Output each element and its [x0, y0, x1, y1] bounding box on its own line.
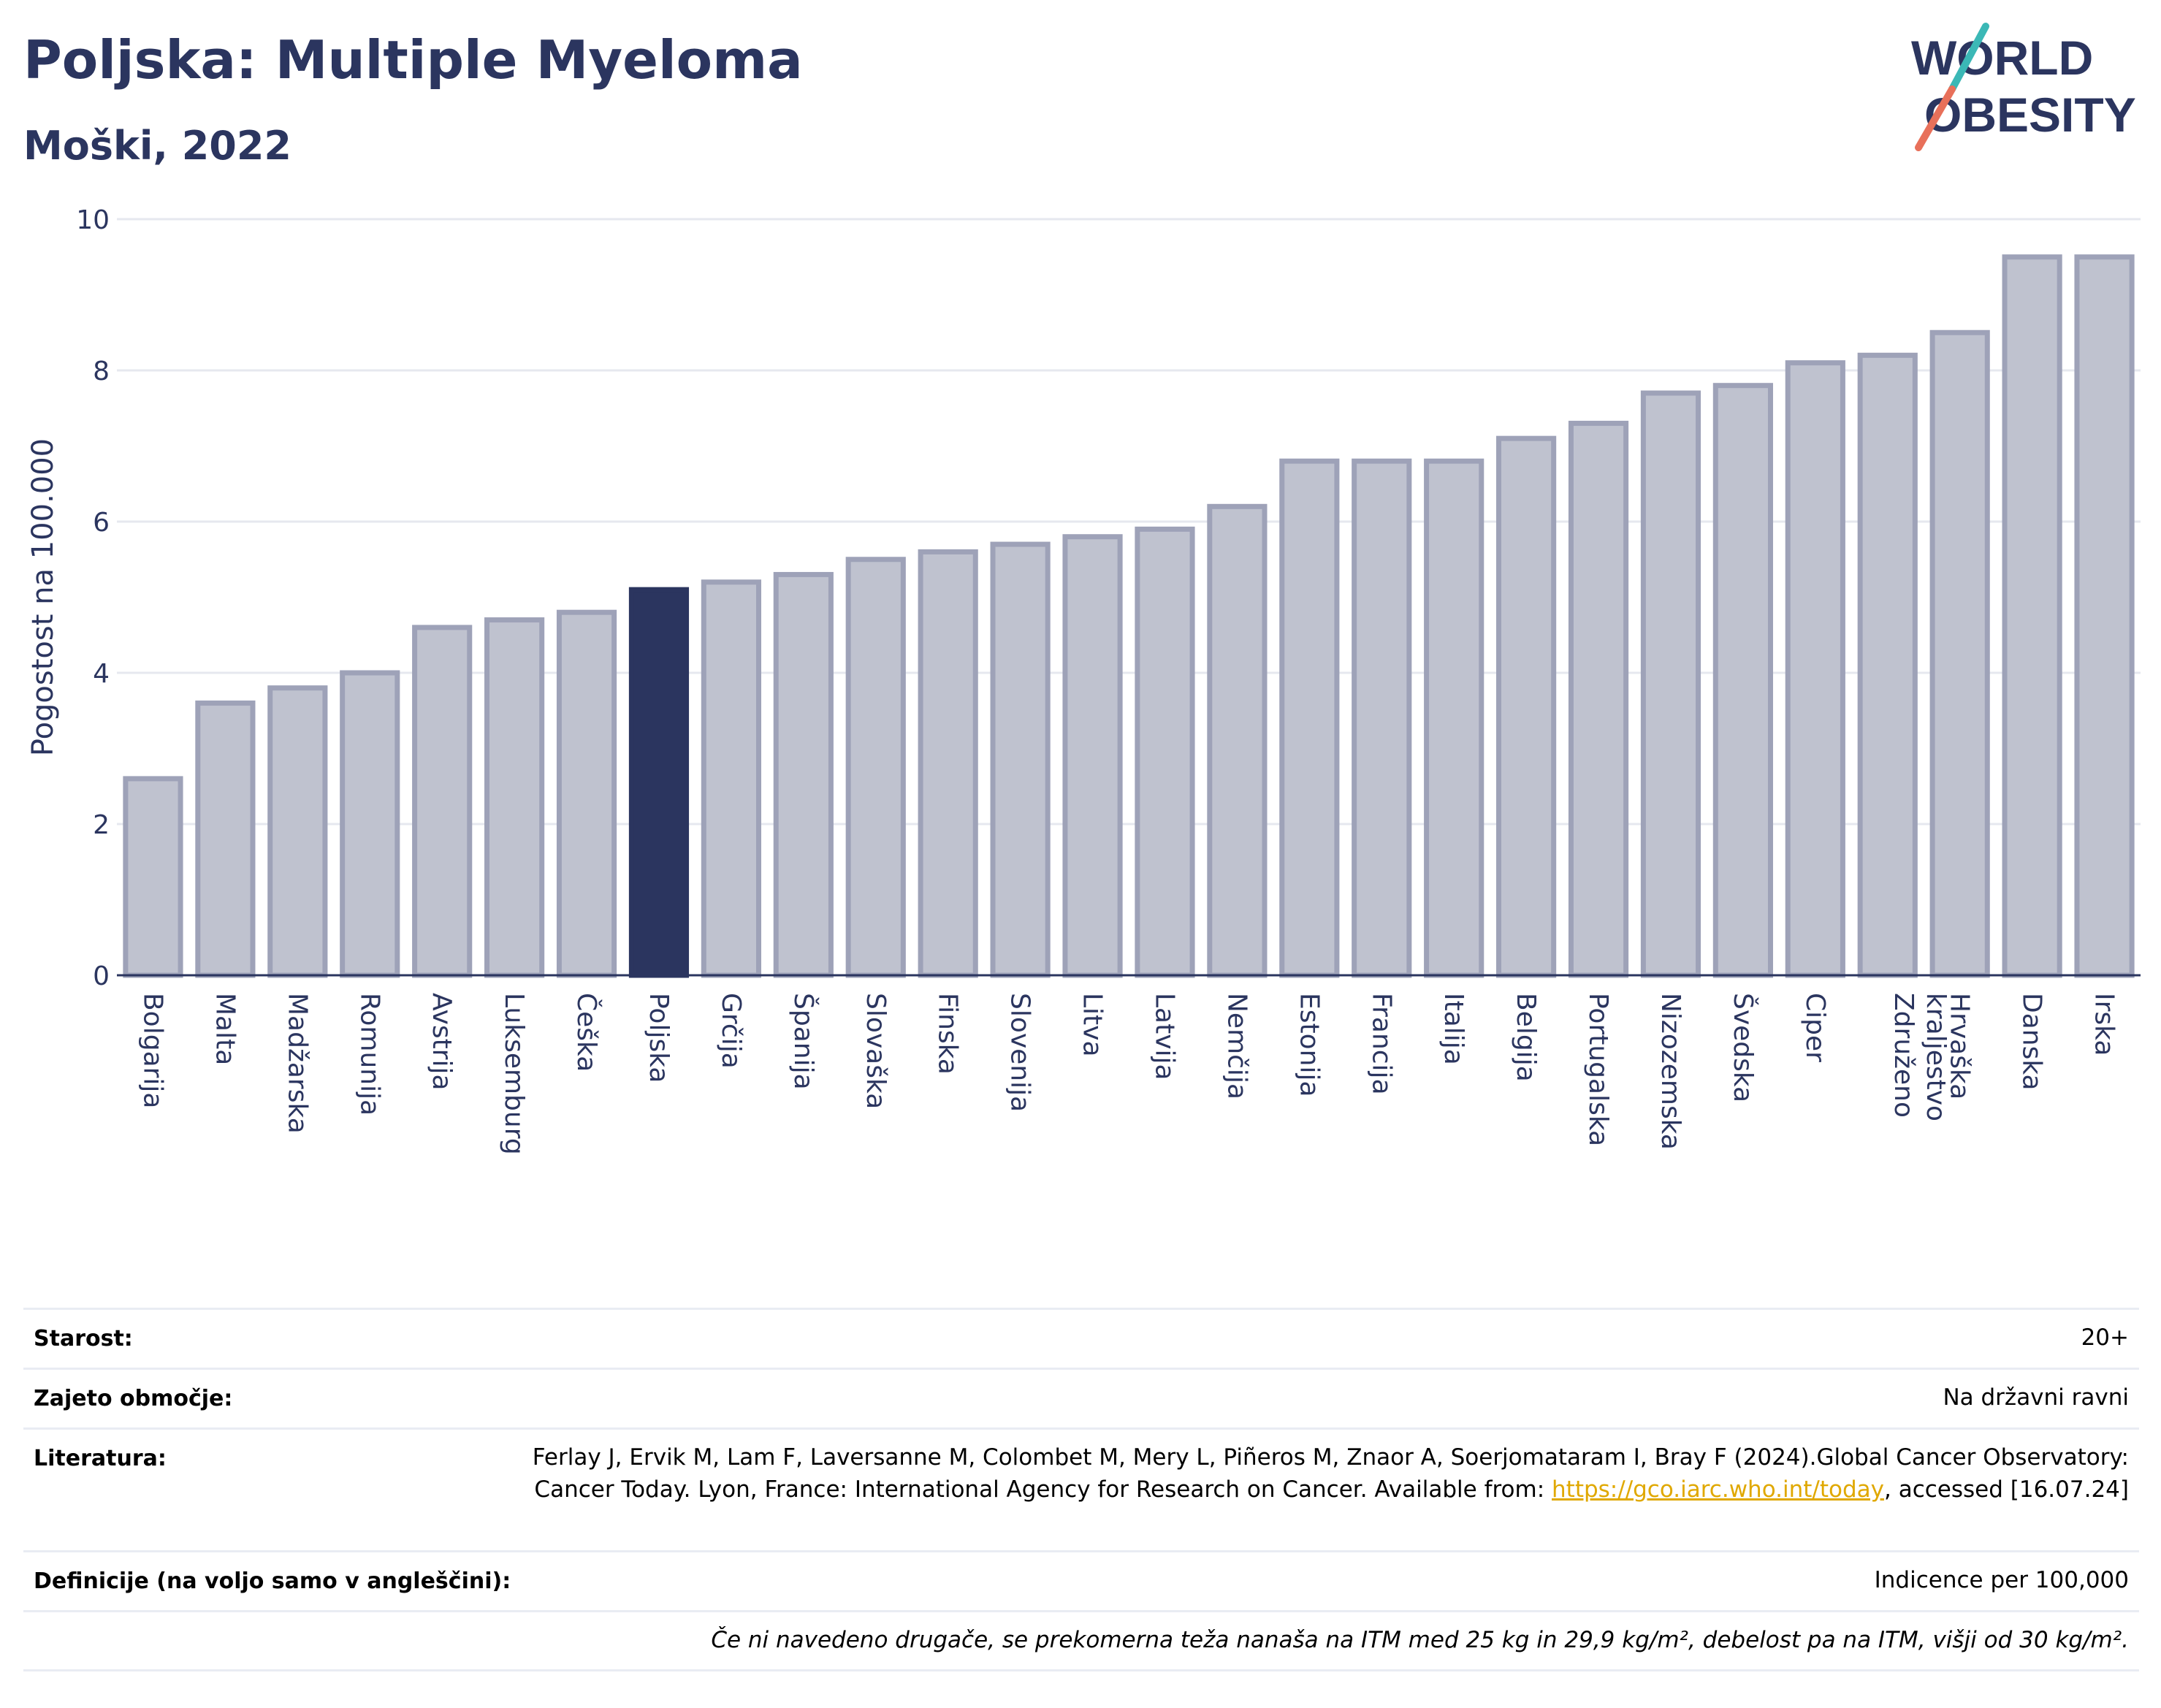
bar-nemčija[interactable]	[1207, 503, 1268, 978]
footnote: Če ni navedeno drugače, se prekomerna te…	[711, 1627, 2129, 1653]
x-tick-label: Španija	[788, 993, 819, 1090]
x-tick-label: Danska	[2017, 993, 2047, 1091]
metadata-table: Starost: 20+ Zajeto območje: Na državni …	[23, 1308, 2139, 1671]
coverage-value: Na državni ravni	[1943, 1384, 2129, 1411]
bars	[123, 254, 2135, 978]
bar-bolgarija[interactable]	[123, 776, 183, 978]
bar-švedska[interactable]	[1712, 383, 1773, 978]
x-tick-label: Italija	[1438, 993, 1468, 1065]
bar-romunija[interactable]	[340, 670, 400, 978]
bar-poljska[interactable]	[628, 587, 690, 978]
y-tick-label: 0	[93, 961, 110, 991]
bar-grčija[interactable]	[701, 579, 761, 978]
y-tick-label: 10	[76, 205, 110, 235]
y-axis-label: Pogostost na 100.000	[26, 438, 60, 756]
x-tick-label: Grčija	[716, 993, 746, 1069]
x-tick-label: Hrvaška	[1945, 993, 1975, 1099]
x-tick-label: Belgija	[1511, 993, 1541, 1082]
reference-value: Ferlay J, Ervik M, Lam F, Laversanne M, …	[522, 1441, 2129, 1506]
bar-španija[interactable]	[773, 571, 834, 978]
x-tick-label: Francija	[1366, 993, 1396, 1095]
reference-suffix: , accessed [16.07.24]	[1883, 1476, 2129, 1503]
definitions-label: Definicije (na voljo samo v angleščini):	[34, 1568, 511, 1594]
reference-label: Literatura:	[34, 1446, 167, 1471]
x-tick-label: Avstrija	[427, 993, 457, 1091]
bar-estonija[interactable]	[1279, 458, 1340, 978]
x-tick-label: Irska	[2089, 993, 2119, 1056]
reference-link[interactable]: https://gco.iarc.who.int/today	[1552, 1476, 1884, 1503]
bar-madžarska[interactable]	[267, 685, 328, 978]
x-tick-label: Latvija	[1149, 993, 1179, 1080]
logo-line1: WORLD	[1911, 31, 2093, 85]
x-tick-label: Portugalska	[1583, 993, 1613, 1146]
y-tick-label: 6	[93, 508, 110, 538]
x-tick-label: Združenokraljestvo	[1889, 993, 1951, 1121]
bar-danska[interactable]	[2002, 254, 2062, 978]
bar-avstrija[interactable]	[412, 625, 473, 978]
x-tick-label: Bolgarija	[137, 993, 167, 1109]
bar-malta[interactable]	[195, 700, 256, 978]
bar-litva[interactable]	[1062, 534, 1123, 978]
page-subtitle: Moški, 2022	[23, 123, 292, 169]
y-tick-labels: 0 2 4 6 8 10	[76, 205, 110, 991]
x-tick-labels: Bolgarija Malta Madžarska Romunija Avstrija L…	[137, 993, 2119, 1155]
bar-belgija[interactable]	[1496, 435, 1557, 978]
x-tick-label: Ciper	[1800, 993, 1830, 1062]
age-value: 20+	[2081, 1324, 2129, 1351]
logo-slash-coral	[1915, 85, 1956, 151]
x-tick-label: Nizozemska	[1655, 993, 1685, 1150]
x-tick-label: Nemčija	[1221, 993, 1251, 1099]
x-tick-label: Madžarska	[282, 993, 312, 1134]
bar-hrvaška[interactable]	[1929, 329, 1990, 978]
x-tick-label: Litva	[1078, 993, 1108, 1057]
x-tick-label: Slovaška	[861, 993, 891, 1109]
bar-italija[interactable]	[1424, 458, 1485, 978]
bar-luksemburg[interactable]	[484, 617, 545, 978]
meta-row-footnote: Če ni navedeno drugače, se prekomerna te…	[23, 1610, 2139, 1671]
bar-irska[interactable]	[2074, 254, 2135, 978]
bar-portugalska[interactable]	[1568, 420, 1629, 978]
coverage-label: Zajeto območje:	[34, 1386, 233, 1411]
reference-text: Ferlay J, Ervik M, Lam F, Laversanne M, …	[532, 1444, 2129, 1503]
meta-row-reference: Literatura: Ferlay J, Ervik M, Lam F, La…	[23, 1427, 2139, 1550]
age-label: Starost:	[34, 1326, 133, 1351]
y-tick-label: 2	[93, 810, 110, 840]
x-tick-label: Poljska	[644, 993, 674, 1083]
x-tick-label: Luksemburg	[499, 993, 529, 1155]
x-tick-label: Estonija	[1294, 993, 1324, 1097]
bar-finska[interactable]	[918, 549, 978, 978]
x-tick-label: Češka	[571, 993, 602, 1072]
x-tick-label: Slovenija	[1005, 993, 1035, 1112]
bar-slovenija[interactable]	[990, 541, 1051, 978]
x-tick-label: Romunija	[354, 993, 384, 1116]
bar-češka[interactable]	[556, 609, 617, 978]
meta-row-definitions: Definicije (na voljo samo v angleščini):…	[23, 1550, 2139, 1610]
bar-slovaška[interactable]	[845, 557, 906, 978]
meta-row-coverage: Zajeto območje: Na državni ravni	[23, 1368, 2139, 1427]
x-tick-label: Finska	[933, 993, 963, 1075]
definitions-value: Indicence per 100,000	[1874, 1567, 2129, 1593]
x-tick-label: Švedska	[1728, 993, 1758, 1102]
meta-row-age: Starost: 20+	[23, 1308, 2139, 1368]
bar-združeno-kraljestvo[interactable]	[1857, 352, 1918, 978]
bar-chart: 0 2 4 6 8 10 Bolgarija Malta Madžarska Romunija A…	[26, 205, 2141, 1155]
world-obesity-logo: WORLD OBESITY	[1911, 23, 2136, 151]
bar-latvija[interactable]	[1135, 526, 1195, 978]
y-tick-label: 4	[93, 659, 110, 689]
y-tick-label: 8	[93, 357, 110, 386]
page-title: Poljska: Multiple Myeloma	[23, 29, 803, 91]
logo-line2: OBESITY	[1924, 88, 2136, 142]
bar-ciper[interactable]	[1785, 360, 1845, 978]
bar-nizozemska[interactable]	[1640, 390, 1701, 978]
x-tick-label: Malta	[210, 993, 240, 1065]
bar-francija[interactable]	[1352, 458, 1412, 978]
logo-slash-teal	[1948, 23, 1989, 93]
